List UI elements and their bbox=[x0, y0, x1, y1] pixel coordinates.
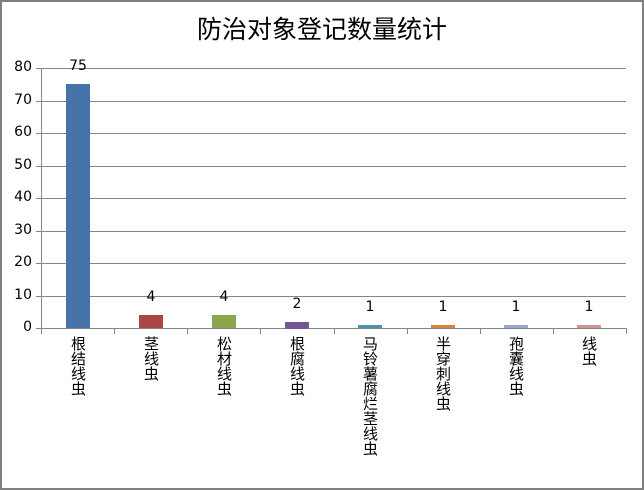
y-tick-mark bbox=[36, 133, 41, 134]
y-tick-mark bbox=[36, 68, 41, 69]
y-tick-label: 50 bbox=[14, 157, 32, 173]
data-label: 75 bbox=[69, 58, 87, 74]
gridline bbox=[41, 231, 626, 232]
y-tick-label: 10 bbox=[14, 287, 32, 303]
x-tick-mark bbox=[187, 328, 188, 334]
data-label: 4 bbox=[219, 289, 229, 305]
bar-4 bbox=[358, 325, 382, 328]
y-tick-label: 70 bbox=[14, 92, 32, 108]
y-tick-mark bbox=[36, 231, 41, 232]
x-tick-mark bbox=[407, 328, 408, 334]
bar-1 bbox=[139, 315, 163, 328]
y-tick-mark bbox=[36, 296, 41, 297]
x-category-label: 松材线虫 bbox=[215, 336, 233, 396]
y-tick-mark bbox=[36, 328, 41, 329]
bar-3 bbox=[285, 322, 309, 329]
x-tick-mark bbox=[334, 328, 335, 334]
x-category-label: 线虫 bbox=[580, 336, 598, 366]
data-label: 1 bbox=[365, 299, 375, 315]
x-tick-mark bbox=[553, 328, 554, 334]
gridline bbox=[41, 296, 626, 297]
y-tick-label: 20 bbox=[14, 254, 32, 270]
x-category-label: 孢囊线虫 bbox=[507, 336, 525, 396]
data-label: 1 bbox=[511, 299, 521, 315]
data-label: 2 bbox=[292, 296, 302, 312]
data-label: 4 bbox=[146, 289, 156, 305]
x-category-label: 半穿刺线虫 bbox=[434, 336, 452, 411]
y-axis bbox=[41, 68, 42, 329]
y-tick-label: 0 bbox=[23, 319, 32, 335]
gridline bbox=[41, 68, 626, 69]
x-category-label: 根结线虫 bbox=[69, 336, 87, 396]
gridline bbox=[41, 263, 626, 264]
gridline bbox=[41, 133, 626, 134]
chart-title: 防治对象登记数量统计 bbox=[196, 15, 447, 44]
gridline bbox=[41, 328, 626, 329]
data-label: 1 bbox=[584, 299, 594, 315]
y-tick-label: 30 bbox=[14, 222, 32, 238]
y-tick-label: 40 bbox=[14, 189, 32, 205]
gridline bbox=[41, 166, 626, 167]
bar-0 bbox=[66, 84, 90, 328]
x-tick-mark bbox=[114, 328, 115, 334]
x-category-label: 马铃薯腐烂茎线虫 bbox=[361, 336, 379, 456]
gridline bbox=[41, 101, 626, 102]
y-tick-label: 60 bbox=[14, 124, 32, 140]
x-tick-mark bbox=[41, 328, 42, 334]
x-category-label: 茎线虫 bbox=[142, 336, 160, 381]
data-label: 1 bbox=[438, 299, 448, 315]
gridline bbox=[41, 198, 626, 199]
x-tick-mark bbox=[626, 328, 627, 334]
y-tick-mark bbox=[36, 166, 41, 167]
bar-7 bbox=[577, 325, 601, 328]
x-category-label: 根腐线虫 bbox=[288, 336, 306, 396]
y-tick-label: 80 bbox=[14, 59, 32, 75]
y-tick-mark bbox=[36, 263, 41, 264]
x-tick-mark bbox=[480, 328, 481, 334]
y-tick-mark bbox=[36, 101, 41, 102]
bar-5 bbox=[431, 325, 455, 328]
y-tick-mark bbox=[36, 198, 41, 199]
bar-6 bbox=[504, 325, 528, 328]
bar-2 bbox=[212, 315, 236, 328]
x-tick-mark bbox=[260, 328, 261, 334]
